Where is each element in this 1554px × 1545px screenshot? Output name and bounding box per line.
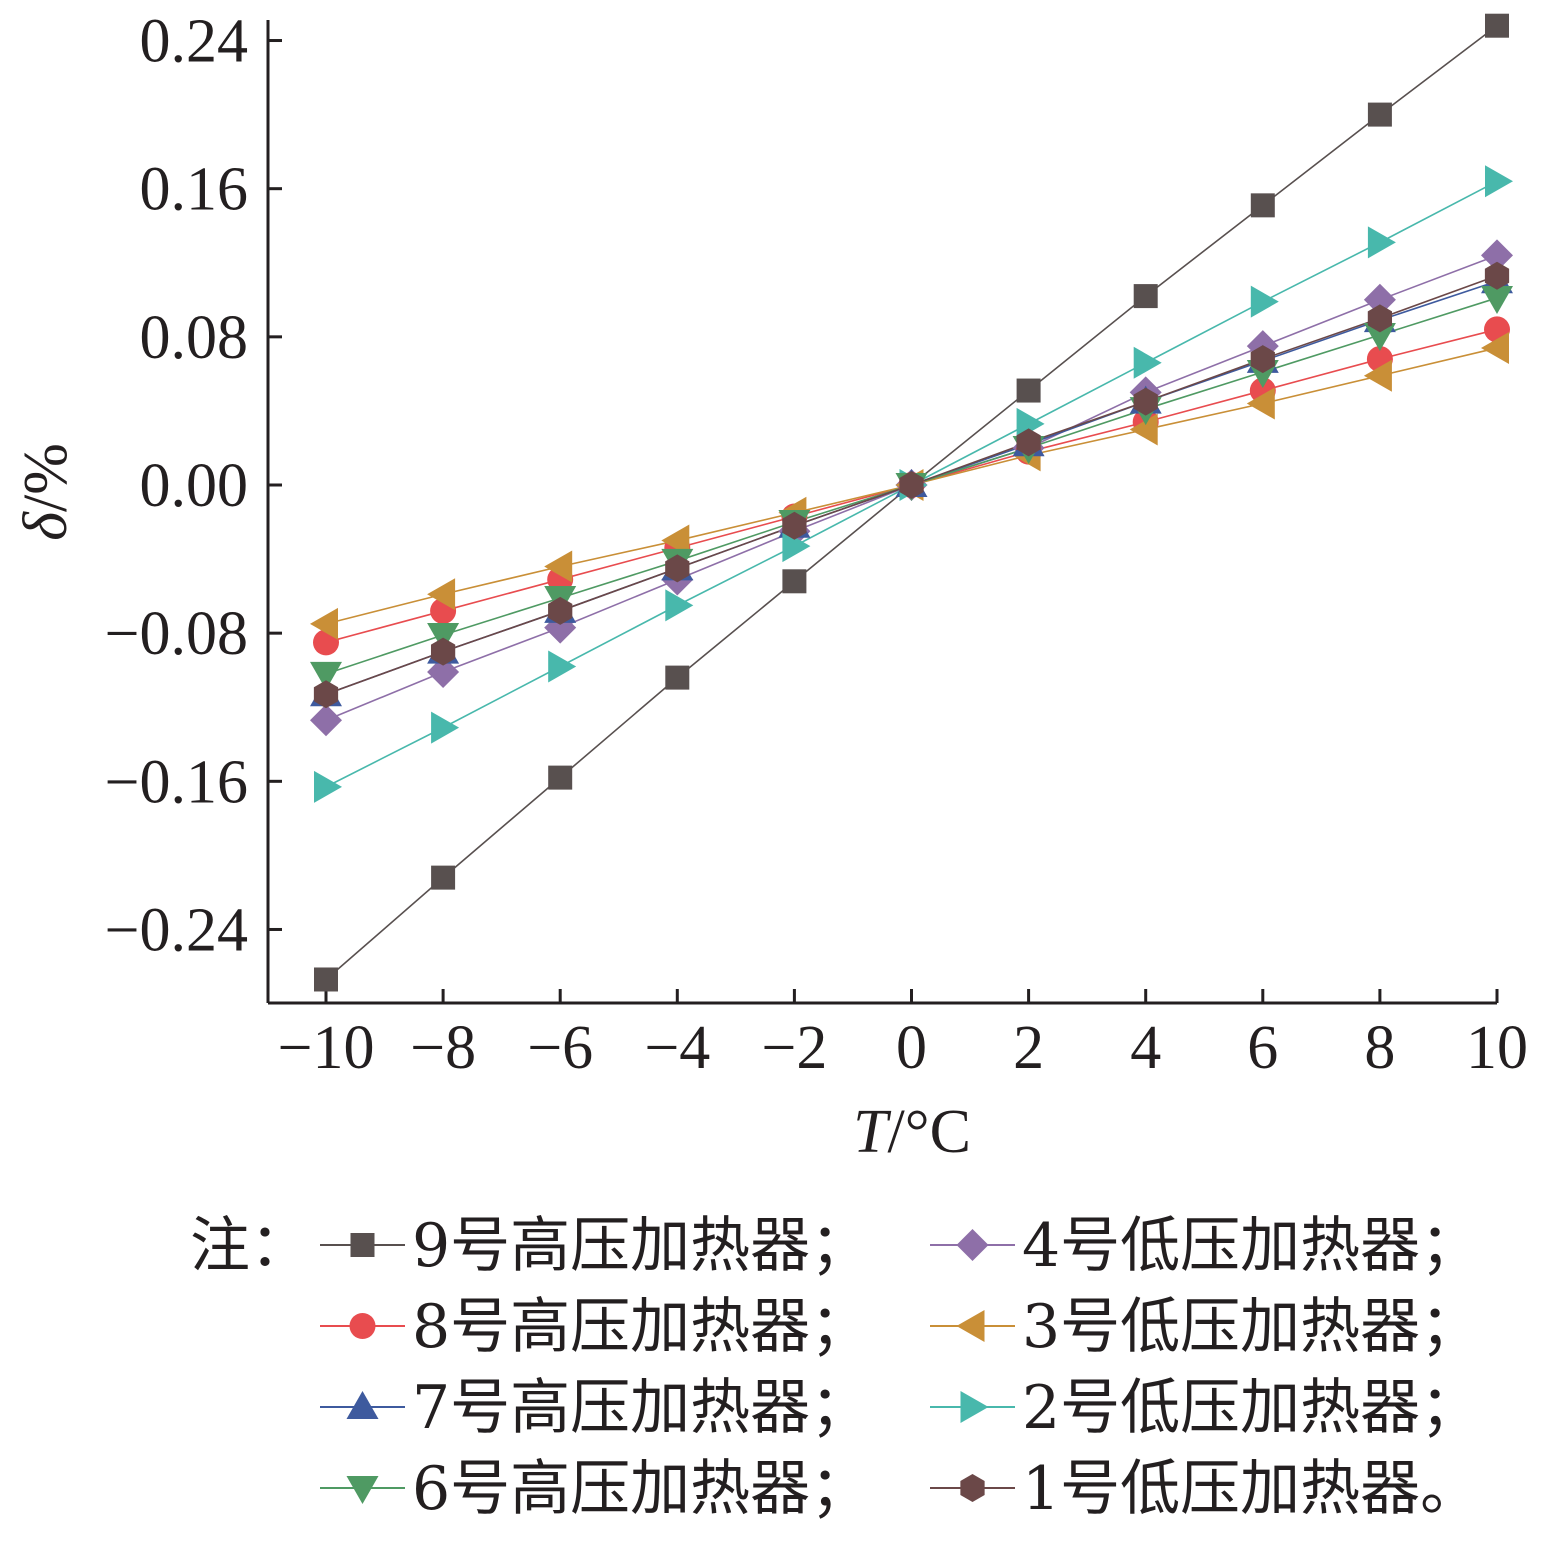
- data-point-s1: [1250, 193, 1275, 218]
- legend-label: 7号高压加热器；: [412, 1373, 870, 1443]
- legend-marker: [349, 1313, 376, 1339]
- legend-marker: [960, 1474, 985, 1502]
- series-lines: [325, 25, 1498, 981]
- data-point-s8: [665, 554, 690, 583]
- data-point-s1: [431, 865, 456, 890]
- series-line-1: [325, 25, 1498, 981]
- data-point-s7: [1363, 322, 1396, 351]
- data-point-s4: [1363, 359, 1392, 392]
- data-point-s2: [1481, 239, 1513, 272]
- legend-label: 2号低压加热器；: [1022, 1373, 1480, 1443]
- data-point-s6: [548, 650, 577, 683]
- legend-marker: [350, 1233, 375, 1257]
- legend-label: 4号低压加热器；: [1022, 1211, 1480, 1281]
- x-tick-label: −8: [410, 1014, 476, 1082]
- data-point-s8: [1133, 387, 1158, 416]
- y-tick-label: 0.24: [140, 8, 249, 76]
- data-point-s4: [1129, 413, 1158, 446]
- data-point-s8: [1367, 304, 1393, 333]
- x-tick-label: −2: [761, 1014, 827, 1082]
- data-point-s4: [1481, 331, 1509, 364]
- data-point-s2: [427, 656, 460, 689]
- x-tick-label: 10: [1466, 1014, 1528, 1082]
- data-point-s1: [1367, 102, 1392, 127]
- data-point-s2: [310, 704, 342, 737]
- x-tick-label: 8: [1364, 1014, 1395, 1082]
- y-tick-label: 0.08: [140, 304, 249, 372]
- x-tick-label: −4: [644, 1014, 710, 1082]
- y-tick-label: −0.24: [105, 896, 248, 964]
- data-point-s4: [427, 578, 456, 611]
- data-point-s1: [1016, 378, 1041, 403]
- y-tick-label: −0.16: [105, 748, 248, 816]
- x-tick-label: 4: [1130, 1014, 1161, 1082]
- legend-item: 3号低压加热器；: [930, 1292, 1480, 1362]
- data-point-s7: [310, 661, 342, 690]
- data-point-s2: [1363, 283, 1396, 316]
- data-point-s4: [1246, 387, 1275, 420]
- legend-item: 8号高压加热器；: [320, 1292, 870, 1362]
- x-tick-label: 2: [1013, 1014, 1044, 1082]
- legend-label: 8号高压加热器；: [412, 1292, 870, 1362]
- y-tick-label: 0.16: [140, 156, 249, 224]
- legend-marker: [956, 1310, 985, 1342]
- y-tick-label: 0.00: [140, 452, 249, 520]
- data-point-s8: [548, 596, 573, 625]
- data-point-s1: [314, 967, 338, 992]
- data-point-s7: [1481, 285, 1513, 314]
- legend-item: 4号低压加热器；: [930, 1211, 1480, 1281]
- y-tick-label: −0.08: [105, 600, 248, 668]
- legend-label: 9号高压加热器；: [412, 1211, 870, 1281]
- legend-item: 1号低压加热器。: [930, 1454, 1480, 1524]
- data-point-s6: [1133, 346, 1162, 379]
- data-point-s1: [665, 665, 690, 690]
- data-point-s4: [544, 550, 573, 583]
- legend-item: 2号低压加热器；: [930, 1373, 1480, 1443]
- data-point-s6: [1485, 165, 1513, 198]
- data-point-s6: [431, 711, 460, 744]
- legend-label: 3号低压加热器；: [1022, 1292, 1480, 1362]
- data-point-s8: [313, 680, 339, 709]
- x-tick-label: −6: [527, 1014, 593, 1082]
- data-point-s6: [1367, 226, 1396, 259]
- data-point-s6: [1250, 285, 1279, 318]
- x-tick-label: 0: [896, 1014, 927, 1082]
- legend-marker: [960, 1391, 989, 1423]
- legend-marker: [956, 1229, 989, 1261]
- data-point-s1: [1133, 284, 1158, 309]
- data-point-s8: [430, 637, 456, 666]
- legend-item: 7号高压加热器；: [320, 1373, 870, 1443]
- data-point-s6: [782, 530, 811, 563]
- data-point-s8: [1250, 345, 1275, 374]
- y-axis-title: δ/%: [12, 443, 80, 541]
- x-axis-title: T/°C: [853, 1098, 971, 1166]
- data-point-s6: [314, 770, 342, 803]
- x-tick-label: 6: [1247, 1014, 1278, 1082]
- x-tick-label: −10: [278, 1014, 375, 1082]
- legend-item: 6号高压加热器；: [320, 1454, 870, 1524]
- data-point-s8: [782, 511, 807, 540]
- data-point-s1: [1485, 13, 1509, 38]
- data-point-s6: [665, 589, 694, 622]
- legend: 注： 9号高压加热器； 4号低压加热器； 8号高压加热器； 3号低压加热器； 7号高压加热…: [190, 1211, 1480, 1524]
- legend-prefix: 注：: [190, 1211, 310, 1281]
- legend-label: 1号低压加热器。: [1022, 1454, 1480, 1524]
- legend-label: 6号高压加热器；: [412, 1454, 870, 1524]
- data-point-s8: [1016, 428, 1041, 457]
- series-markers: [310, 13, 1513, 992]
- data-point-s8: [899, 471, 924, 499]
- data-point-s7: [427, 623, 460, 652]
- legend-marker: [346, 1476, 379, 1504]
- data-point-s8: [1484, 261, 1510, 290]
- data-point-s1: [782, 569, 807, 594]
- legend-marker: [346, 1391, 379, 1419]
- axes: −0.24 −0.16 −0.08 0.00 0.08 0.16 0.24 −10 −8 −6 −4…: [12, 8, 1528, 1166]
- legend-item: 9号高压加热器；: [320, 1211, 870, 1281]
- data-point-s1: [548, 765, 573, 790]
- data-point-s4: [310, 607, 338, 640]
- data-point-s4: [661, 524, 690, 557]
